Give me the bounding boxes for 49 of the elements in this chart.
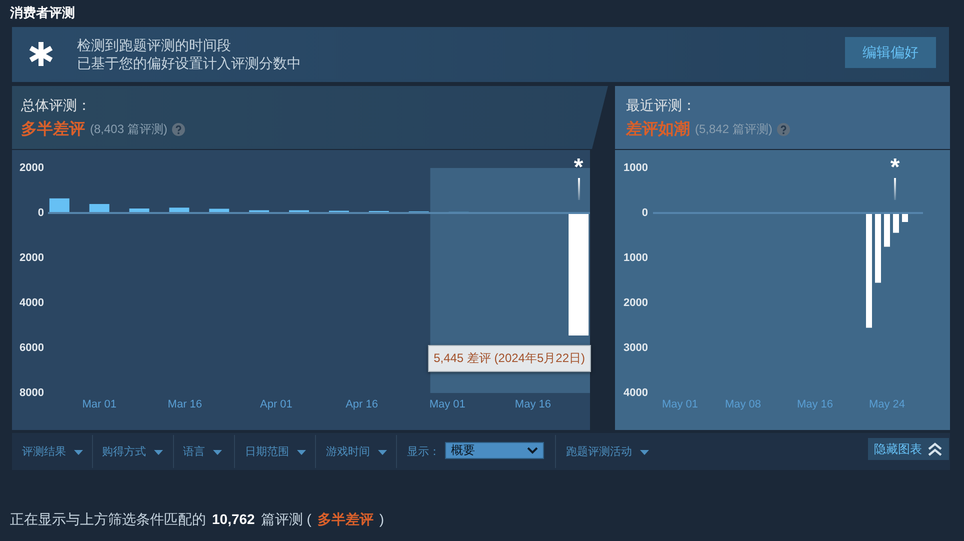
x-tick-label: Mar 01 (82, 398, 116, 410)
y-tick-label: 2000 (20, 162, 44, 174)
y-tick-label: 3000 (624, 342, 648, 354)
x-tick-label: Mar 16 (168, 398, 202, 410)
hide-chart-button: 隐藏图表 (868, 438, 949, 460)
x-tick-label: May 01 (662, 398, 698, 410)
text: (5,842 篇评测) (695, 121, 772, 138)
annotation: * (572, 154, 584, 181)
y-tick-label: 1000 (624, 252, 648, 264)
text: 游戏时间 (326, 445, 370, 459)
x-tick-label: May 01 (429, 398, 466, 410)
y-tick-label: 8000 (20, 387, 44, 399)
y-tick-label: 1000 (624, 162, 648, 174)
y-tick-label: 0 (642, 207, 648, 219)
y-tick-label: 0 (38, 207, 44, 219)
tooltip: 5,445 差评 (2024年5月22日) (428, 344, 591, 372)
text: 评测结果 (22, 445, 66, 459)
y-tick-label: 2000 (20, 252, 44, 264)
y-tick-label: 6000 (20, 342, 44, 354)
text: 购得方式 (102, 445, 146, 459)
text: 显示： (407, 445, 440, 459)
dropdown-select: 概要 (445, 442, 544, 459)
text: 跑题评测活动 (566, 445, 632, 459)
annotation: * (889, 154, 901, 181)
chart-title: 最近评测： (626, 97, 696, 115)
text: 已基于您的偏好设置计入评测分数中 (77, 55, 301, 73)
text: 消费者评测 (10, 4, 75, 22)
edit-preferences-button: 编辑偏好 (845, 37, 936, 68)
x-tick-label: May 16 (514, 398, 551, 410)
y-tick-label: 4000 (624, 387, 648, 399)
text: ) (379, 511, 384, 527)
x-tick-label: Apr 01 (260, 398, 292, 410)
text: 语言 (183, 445, 205, 459)
chart-title: 总体评测： (21, 97, 91, 115)
text: 正在显示与上方筛选条件匹配的 (10, 511, 206, 529)
text: 篇评测 ( (260, 511, 312, 529)
y-tick-label: 2000 (624, 297, 648, 309)
text: 日期范围 (245, 445, 289, 459)
x-tick-label: May 24 (868, 398, 906, 410)
y-tick-label: 4000 (20, 297, 44, 309)
text: 多半差评 (317, 511, 374, 529)
text: (8,403 篇评测) (90, 121, 168, 138)
text: 10,762 (212, 511, 255, 527)
chart-subtitle: 多半差评 (21, 120, 85, 140)
x-tick-label: May 08 (724, 398, 762, 410)
chart-subtitle: 差评如潮 (626, 120, 690, 140)
text: 检测到跑题评测的时间段 (77, 37, 231, 55)
x-tick-label: Apr 16 (346, 398, 378, 410)
x-tick-label: May 16 (796, 398, 834, 410)
